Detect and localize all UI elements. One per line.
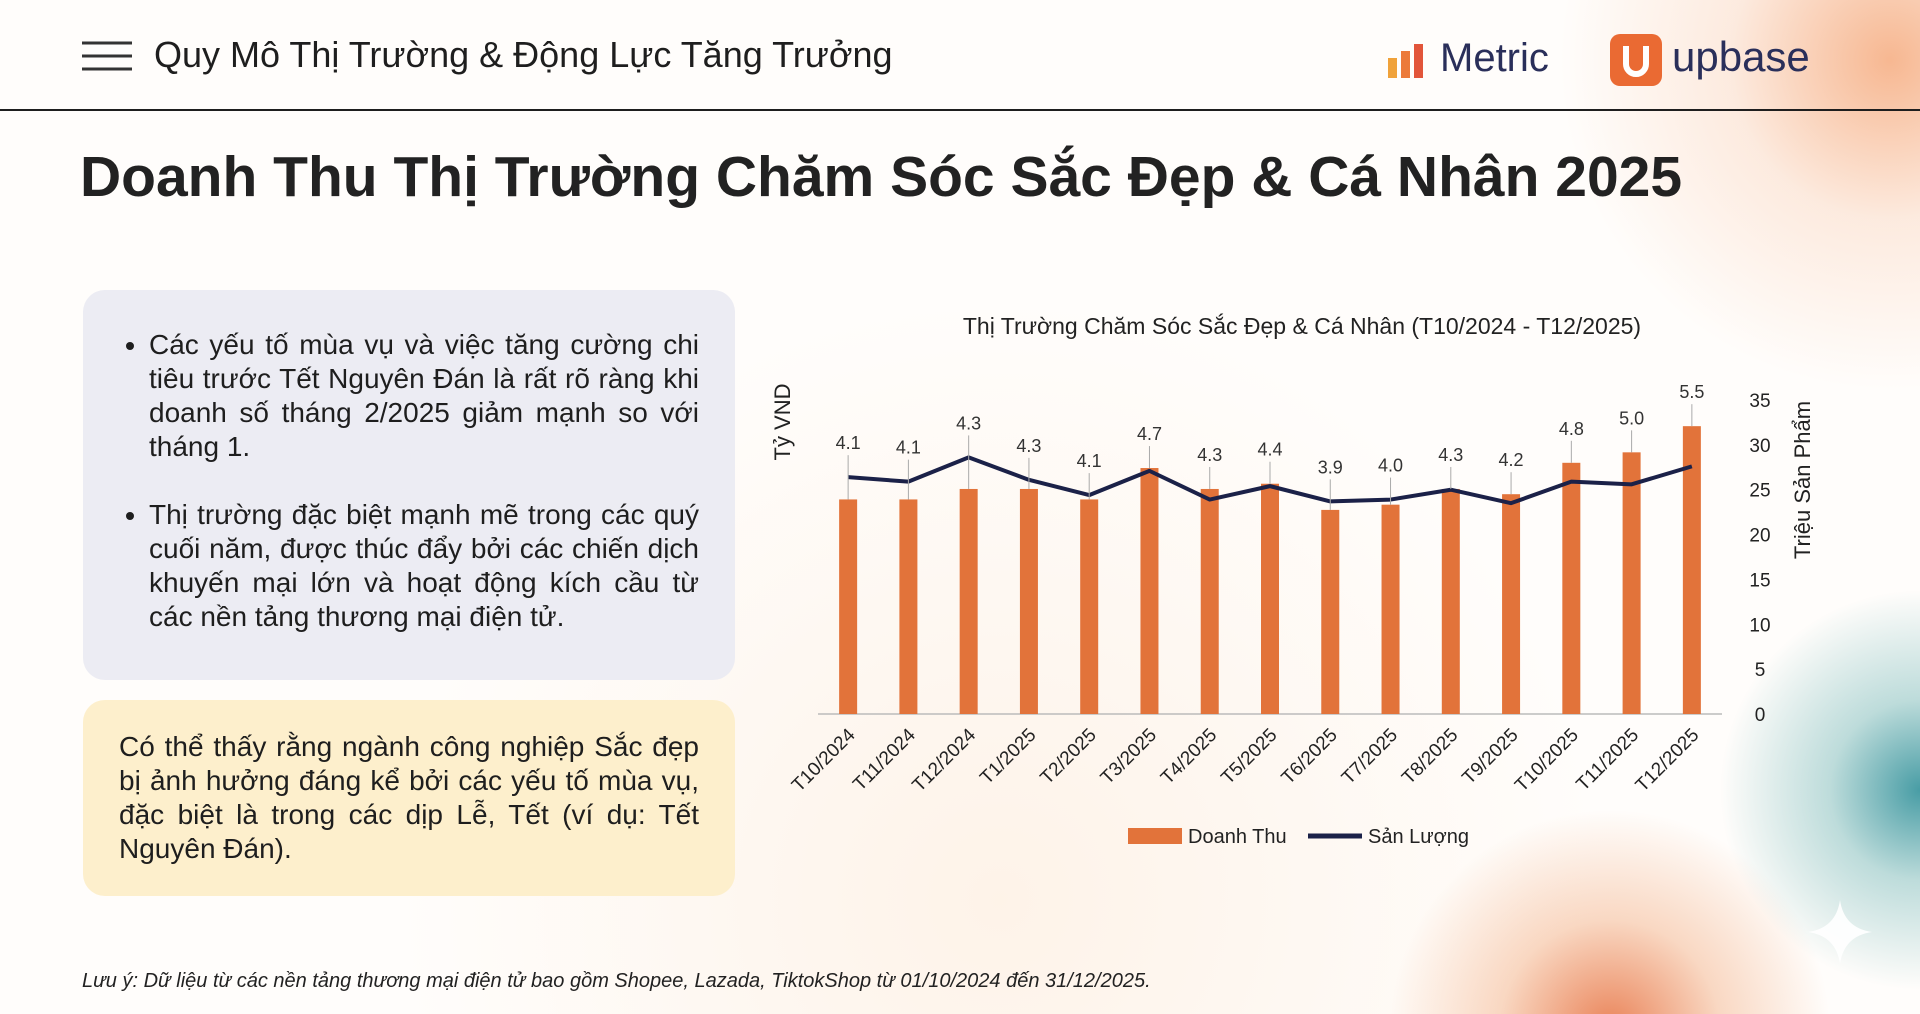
- chart-title: Thị Trường Chăm Sóc Sắc Đẹp & Cá Nhân (T…: [963, 313, 1641, 339]
- y-axis-title: Tỷ VND: [770, 384, 795, 461]
- bar: [1321, 509, 1340, 714]
- x-tick-label: T3/2025: [1097, 725, 1161, 789]
- metric-icon: [1388, 44, 1423, 78]
- bullet: Thị trường đặc biệt mạnh mẽ trong các qu…: [149, 498, 699, 634]
- x-tick-label: T4/2025: [1157, 725, 1221, 789]
- data-label: 4.0: [1378, 456, 1403, 476]
- x-tick-label: T11/2025: [1573, 725, 1644, 796]
- y2-tick-label: 35: [1749, 391, 1770, 412]
- bar: [959, 488, 978, 714]
- data-label: 4.1: [1077, 451, 1102, 471]
- header-rule: [0, 109, 1920, 111]
- bar: [1622, 452, 1641, 714]
- bar: [1140, 468, 1159, 714]
- bar: [899, 499, 918, 714]
- data-label: 4.1: [836, 433, 861, 453]
- x-tick-label: T1/2025: [976, 725, 1040, 789]
- data-label: 4.7: [1137, 424, 1162, 444]
- data-label: 5.0: [1619, 408, 1644, 428]
- header-title: Quy Mô Thị Trường & Động Lực Tăng Trưởng: [154, 34, 893, 75]
- data-label: 4.4: [1257, 440, 1282, 460]
- x-tick-label: T10/2024: [788, 724, 860, 796]
- page-title: Doanh Thu Thị Trường Chăm Sóc Sắc Đẹp & …: [80, 145, 1683, 209]
- line-series: [847, 455, 1693, 506]
- data-label: 5.5: [1679, 382, 1704, 402]
- x-tick-label: T6/2025: [1278, 725, 1342, 789]
- data-label: 4.2: [1499, 450, 1524, 470]
- x-tick-label: T8/2025: [1398, 725, 1462, 789]
- y2-tick-label: 10: [1749, 615, 1770, 636]
- data-label: 4.3: [956, 413, 981, 433]
- x-tick-label: T2/2025: [1037, 725, 1101, 789]
- metric-logo: Metric: [1440, 36, 1549, 80]
- bar: [1502, 494, 1521, 714]
- data-label: 4.3: [1016, 436, 1041, 456]
- x-tick-label: T10/2025: [1511, 725, 1583, 797]
- y2-tick-label: 30: [1749, 436, 1770, 457]
- bar: [1019, 488, 1038, 714]
- callout: Có thể thấy rằng ngành công nghiệp Sắc đ…: [83, 700, 735, 896]
- upbase-icon: [1610, 34, 1662, 86]
- y2-tick-label: 20: [1749, 526, 1770, 547]
- data-label: 4.3: [1197, 445, 1222, 465]
- upbase-logo: upbase: [1672, 33, 1810, 80]
- insight-panel: Các yếu tố mùa vụ và việc tăng cường chi…: [83, 290, 735, 680]
- bar: [1562, 462, 1581, 714]
- y2-tick-label: 15: [1749, 570, 1770, 591]
- x-tick-label: T7/2025: [1338, 725, 1402, 789]
- footnote: Lưu ý: Dữ liệu từ các nền tảng thương mạ…: [82, 970, 1151, 992]
- data-label: 4.1: [896, 438, 921, 458]
- menu-icon[interactable]: [82, 40, 132, 72]
- chart: Thị Trường Chăm Sóc Sắc Đẹp & Cá Nhân (T…: [770, 313, 1815, 848]
- data-label: 4.8: [1559, 419, 1584, 439]
- x-tick-label: T12/2024: [909, 724, 981, 796]
- x-tick-label: T11/2024: [849, 724, 920, 795]
- y2-axis-title: Triệu Sản Phẩm: [1790, 401, 1815, 559]
- y2-tick-label: 0: [1755, 705, 1766, 726]
- bar: [1261, 483, 1279, 714]
- data-label: 4.3: [1438, 445, 1463, 465]
- x-tick-label: T12/2025: [1632, 725, 1704, 797]
- legend-label: Sản Lượng: [1368, 826, 1469, 848]
- y2-tick-label: 5: [1755, 660, 1766, 681]
- x-tick-label: T5/2025: [1217, 725, 1281, 789]
- bar: [839, 499, 858, 714]
- data-label: 3.9: [1318, 457, 1343, 477]
- bullet: Các yếu tố mùa vụ và việc tăng cường chi…: [149, 328, 699, 464]
- bar: [1381, 504, 1400, 714]
- legend-swatch: [1128, 828, 1182, 844]
- bar: [1080, 499, 1099, 714]
- bar: [1682, 426, 1701, 714]
- bar: [1441, 488, 1460, 714]
- bar: [1200, 488, 1219, 714]
- legend-label: Doanh Thu: [1188, 826, 1287, 848]
- y2-tick-label: 25: [1749, 481, 1770, 502]
- sparkle: [1808, 900, 1872, 964]
